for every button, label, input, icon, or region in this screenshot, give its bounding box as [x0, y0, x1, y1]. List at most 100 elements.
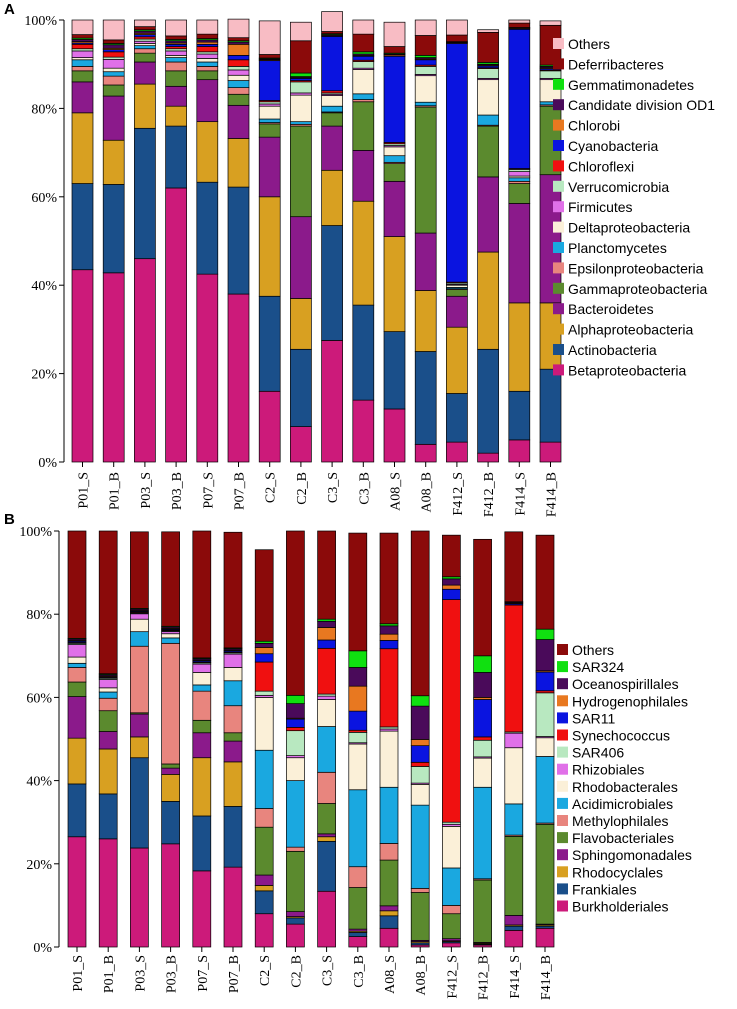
- bar-p03-s: [130, 531, 149, 948]
- y-tick-label: 20%: [31, 368, 57, 383]
- segment-others: [473, 538, 492, 657]
- segment-methylophilales: [67, 667, 87, 683]
- segment-acidimicrobiales: [473, 786, 492, 880]
- segment-frankiales: [192, 815, 212, 872]
- segment-others: [535, 534, 555, 630]
- x-tick-label: C3_S: [321, 955, 336, 986]
- segment-verrucomicrobia: [352, 61, 375, 69]
- segment-rhizobiales: [317, 695, 336, 700]
- segment-methylophilales: [192, 690, 212, 721]
- segment-flavobacteriales: [98, 710, 118, 732]
- segment-bacteroidetes: [321, 125, 343, 171]
- segment-planctomycetes: [134, 45, 156, 50]
- segment-epsilonproteobacteria: [165, 61, 187, 72]
- segment-oceanospirillales: [379, 625, 399, 635]
- legend-swatch: [553, 119, 564, 131]
- segment-epsilonproteobacteria: [227, 87, 250, 95]
- x-tick-label: P07_B: [233, 472, 248, 510]
- segment-cyanobacteria: [446, 43, 468, 283]
- segment-others: [254, 549, 274, 642]
- segment-frankiales: [379, 915, 399, 929]
- segment-alphaproteobacteria: [196, 121, 219, 183]
- segment-sar11: [348, 710, 368, 731]
- segment-rhodobacterales: [379, 730, 399, 788]
- segment-chloroflexi: [102, 51, 125, 58]
- panel-b-bacteria-orders: B 0% 20% 40% 60% 80% 100% P01_S P01_B P03_S P03_B…: [4, 511, 692, 1000]
- segment-rhodobacterales: [504, 747, 524, 805]
- segment-gammaproteobacteria: [102, 84, 125, 97]
- segment-candidate-division-od1: [102, 44, 125, 49]
- segment-planctomycetes: [196, 61, 219, 67]
- segment-sar406: [254, 690, 274, 696]
- segment-sar406: [535, 692, 555, 737]
- segment-alphaproteobacteria: [134, 83, 156, 129]
- segment-verrucomicrobia: [539, 70, 562, 79]
- segment-bacteroidetes: [71, 81, 94, 114]
- y-tick-label: 20%: [26, 858, 52, 873]
- segment-betaproteobacteria: [134, 258, 156, 463]
- segment-others: [348, 532, 368, 652]
- segment-synechococcus: [379, 648, 399, 728]
- bar-p07-b: [223, 531, 243, 948]
- segment-betaproteobacteria: [227, 293, 250, 463]
- segment-frankiales: [317, 840, 336, 892]
- bar-a08-b: [410, 530, 430, 948]
- segment-alphaproteobacteria: [383, 236, 406, 332]
- segment-rhodobacterales: [161, 633, 180, 639]
- segment-burkholderiales: [254, 913, 274, 948]
- segment-sphingomonadales: [192, 732, 212, 759]
- segment-actinobacteria: [352, 304, 375, 401]
- segment-oceanospirillales: [348, 667, 368, 687]
- y-tick-label: 60%: [31, 191, 57, 206]
- segment-others: [383, 21, 406, 47]
- segment-acidimicrobiales: [379, 786, 399, 844]
- panel-a-axes: 0% 20% 40% 60% 80% 100% P01_S P01_B P03_S P03_B P0…: [24, 14, 559, 517]
- segment-bacteroidetes: [383, 180, 406, 237]
- segment-sar324: [473, 655, 492, 673]
- segment-deferribacteres: [446, 34, 468, 43]
- legend-label: Synechococcus: [572, 728, 670, 744]
- segment-planctomycetes: [290, 121, 312, 125]
- bar-c2-b: [286, 530, 305, 948]
- legend-item-acidimicrobiales: Acidimicrobiales: [557, 796, 673, 812]
- segment-frankiales: [223, 806, 243, 868]
- segment-gammaproteobacteria: [227, 93, 250, 106]
- segment-deltaproteobacteria: [258, 105, 281, 120]
- segment-hydrogenophilales: [379, 633, 399, 641]
- segment-betaproteobacteria: [352, 399, 375, 463]
- segment-others: [161, 531, 180, 627]
- segment-acidimicrobiales: [317, 726, 336, 773]
- segment-sphingomonadales: [317, 833, 336, 838]
- segment-alphaproteobacteria: [290, 298, 312, 350]
- segment-frankiales: [254, 890, 274, 915]
- bar-a08-s: [383, 21, 406, 463]
- segment-flavobacteriales: [67, 681, 87, 697]
- segment-burkholderiales: [161, 843, 180, 948]
- segment-hydrogenophilales: [254, 647, 274, 655]
- segment-flavobacteriales: [317, 803, 336, 835]
- segment-gammaproteobacteria: [165, 70, 187, 87]
- segment-verrucomicrobia: [477, 68, 499, 79]
- segment-others: [223, 531, 243, 649]
- legend-swatch: [553, 364, 564, 376]
- legend-swatch: [553, 282, 564, 294]
- segment-rhodobacterales: [473, 757, 492, 788]
- legend-item-alphaproteobacteria: Alphaproteobacteria: [553, 322, 694, 338]
- bar-c3-b: [348, 532, 368, 948]
- legend-swatch: [557, 695, 568, 707]
- segment-rhodobacterales: [254, 697, 274, 751]
- legend-label: Gammaproteobacteria: [568, 281, 708, 297]
- segment-synechococcus: [410, 761, 430, 767]
- segment-epsilonproteobacteria: [134, 48, 156, 54]
- segment-gammaproteobacteria: [508, 183, 531, 204]
- segment-gammaproteobacteria: [414, 106, 437, 234]
- bar-p07-s: [196, 19, 219, 463]
- panel-a-label: A: [4, 1, 15, 18]
- bar-p01-b: [98, 530, 118, 948]
- segment-planctomycetes: [102, 71, 125, 77]
- segment-rhodobacterales: [130, 618, 149, 633]
- segment-rhodobacterales: [348, 743, 368, 791]
- legend-label: Betaproteobacteria: [568, 362, 687, 378]
- legend-item-actinobacteria: Actinobacteria: [553, 342, 657, 358]
- bar-p01-s: [71, 19, 94, 463]
